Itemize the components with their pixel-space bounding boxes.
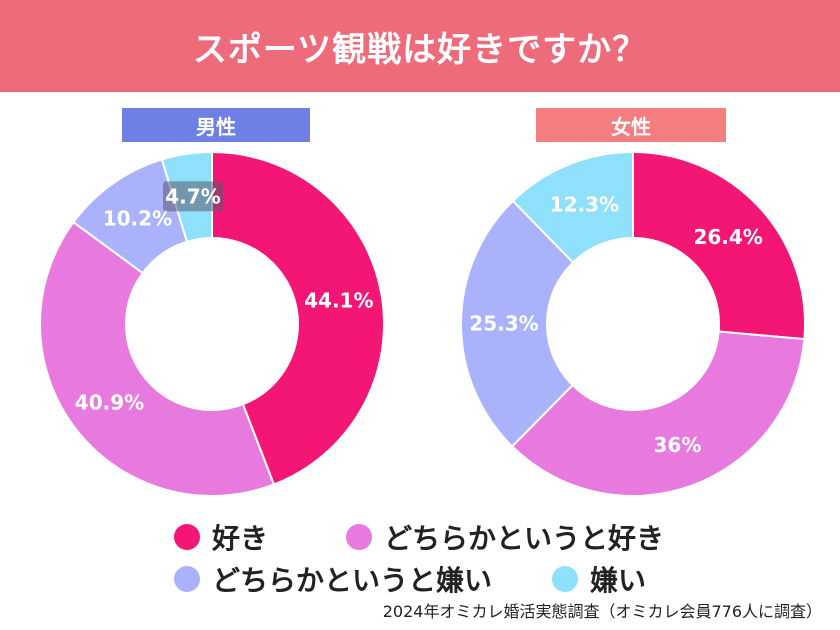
slice-dislike: [511, 150, 634, 264]
legend-label-somewhat-dislike: どちらかというと嫌い: [212, 564, 493, 597]
slice-like: [632, 150, 806, 341]
slice-somewhat-like: [510, 330, 806, 497]
legend-item-like: 好き: [174, 517, 268, 557]
male-chart-label: 男性: [122, 108, 310, 142]
legend-label-like: 好き: [212, 522, 269, 555]
slice-somewhat-dislike: [460, 199, 575, 448]
header-banner: スポーツ観戦は好きですか？: [0, 0, 840, 92]
data-label-highlight: [163, 181, 224, 212]
data-label-somewhat-like: 40.9%: [75, 390, 144, 414]
slice-somewhat-like: [39, 220, 276, 497]
data-label-dislike: 12.3%: [550, 193, 619, 217]
data-label-somewhat-like: 36%: [654, 433, 702, 457]
legend-item-somewhat-dislike: どちらかというと嫌い: [174, 559, 492, 599]
source-note: 2024年オミカレ婚活実態調査（オミカレ会員776人に調査）: [382, 602, 822, 621]
male-donut-chart: 44.1% 40.9% 10.2%4.7%: [39, 150, 385, 497]
female-chart-label: 女性: [536, 108, 726, 142]
female-donut-chart: 26.4% 36% 25.3% 12.3%: [460, 150, 806, 497]
legend-item-somewhat-like: どちらかというと好き: [346, 517, 664, 557]
legend-swatch-like: [174, 524, 200, 550]
legend-swatch-dislike: [552, 566, 578, 592]
legend-label-dislike: 嫌い: [590, 564, 647, 597]
data-label-like: 44.1%: [304, 288, 373, 312]
slice-like: [211, 150, 385, 486]
legend-item-dislike: 嫌い: [552, 559, 646, 599]
legend-label-somewhat-like: どちらかというと好き: [384, 522, 665, 555]
legend-swatch-somewhat-like: [346, 524, 372, 550]
data-label-somewhat-dislike: 25.3%: [469, 312, 538, 336]
legend-swatch-somewhat-dislike: [174, 566, 200, 592]
data-label-somewhat-dislike: 10.2%: [103, 207, 172, 231]
data-label-dislike: 4.7%: [165, 184, 220, 208]
data-label-like: 26.4%: [693, 225, 762, 249]
page-title: スポーツ観戦は好きですか？: [192, 29, 648, 70]
